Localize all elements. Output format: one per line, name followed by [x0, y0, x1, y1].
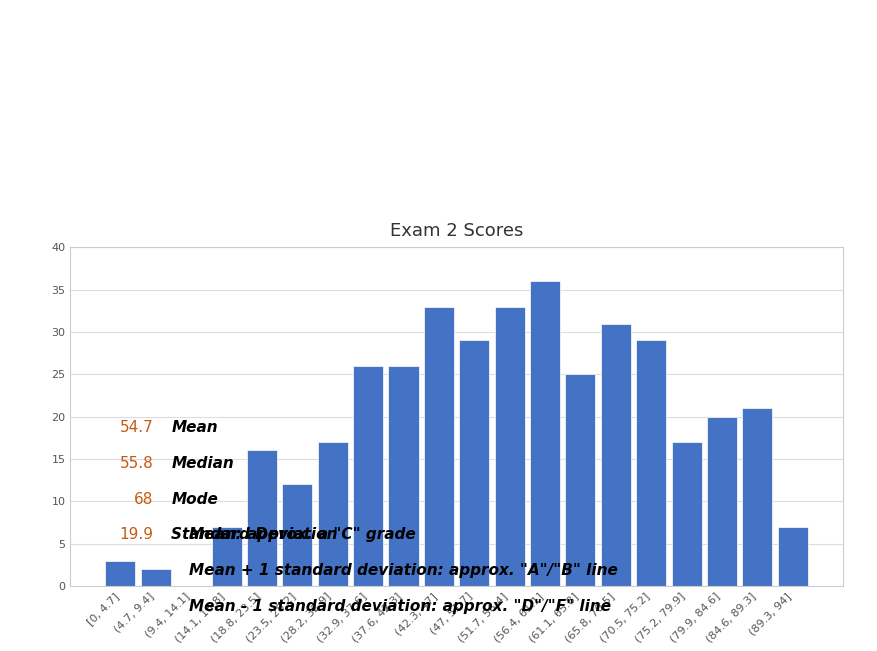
Text: Mean: Mean — [171, 420, 217, 435]
Bar — [388, 366, 418, 586]
Text: Median: Median — [171, 456, 233, 471]
Text: 19.9: 19.9 — [119, 527, 153, 542]
Bar — [353, 366, 382, 586]
Bar — [530, 281, 560, 586]
Text: Standard Deviation: Standard Deviation — [171, 527, 338, 542]
Text: Mean: approx. a "C" grade: Mean: approx. a "C" grade — [189, 527, 415, 542]
Bar — [777, 527, 807, 586]
Bar — [424, 307, 453, 586]
Text: 55.8: 55.8 — [120, 456, 153, 471]
Bar — [600, 324, 630, 586]
Bar — [140, 569, 171, 586]
Bar — [741, 408, 772, 586]
Bar — [459, 340, 488, 586]
Text: Mode: Mode — [171, 492, 217, 506]
Bar — [282, 484, 312, 586]
Text: 54.7: 54.7 — [120, 420, 153, 435]
Bar — [246, 450, 276, 586]
Title: Exam 2 Scores: Exam 2 Scores — [389, 222, 523, 240]
Bar — [211, 527, 241, 586]
Bar — [636, 340, 666, 586]
Text: Mean - 1 standard deviation: approx. "D"/"F" line: Mean - 1 standard deviation: approx. "D"… — [189, 599, 610, 614]
Bar — [706, 417, 736, 586]
Bar — [317, 442, 347, 586]
Bar — [565, 374, 595, 586]
Bar — [494, 307, 524, 586]
Bar — [671, 442, 701, 586]
Text: 68: 68 — [134, 492, 153, 506]
Text: Mean + 1 standard deviation: approx. "A"/"B" line: Mean + 1 standard deviation: approx. "A"… — [189, 563, 617, 578]
Bar — [105, 561, 135, 586]
